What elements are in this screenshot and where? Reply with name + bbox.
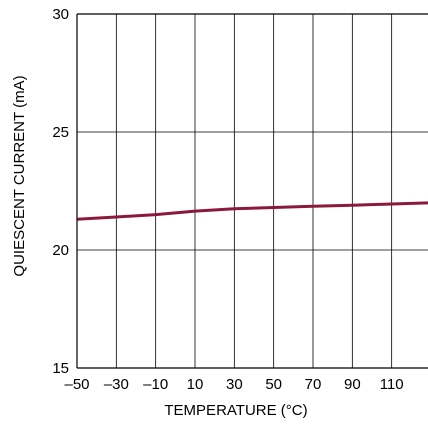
series-layer <box>76 201 428 221</box>
x-tick-label: 110 <box>380 376 404 393</box>
x-tick-labels: –50 –30 –10 10 30 50 70 90 110 <box>64 376 403 393</box>
series-line <box>76 201 428 221</box>
x-tick-label: 30 <box>226 376 243 393</box>
x-tick-label: 70 <box>305 376 322 393</box>
plot-background <box>77 14 428 368</box>
x-tick-label: 50 <box>265 376 282 393</box>
x-tick-label: –30 <box>104 376 129 393</box>
y-tick-label: 15 <box>52 360 69 377</box>
y-tick-label: 25 <box>52 124 69 141</box>
x-tick-label: –50 <box>64 376 89 393</box>
y-tick-labels: 15 20 25 30 <box>52 6 69 377</box>
x-tick-label: –10 <box>143 376 168 393</box>
x-axis-label: TEMPERATURE (°C) <box>164 402 307 419</box>
x-tick-label: 90 <box>344 376 361 393</box>
y-axis-label: QUIESCENT CURRENT (mA) <box>11 75 28 276</box>
y-tick-label: 30 <box>52 6 69 23</box>
y-tick-label: 20 <box>52 242 69 259</box>
x-tick-label: 10 <box>187 376 204 393</box>
